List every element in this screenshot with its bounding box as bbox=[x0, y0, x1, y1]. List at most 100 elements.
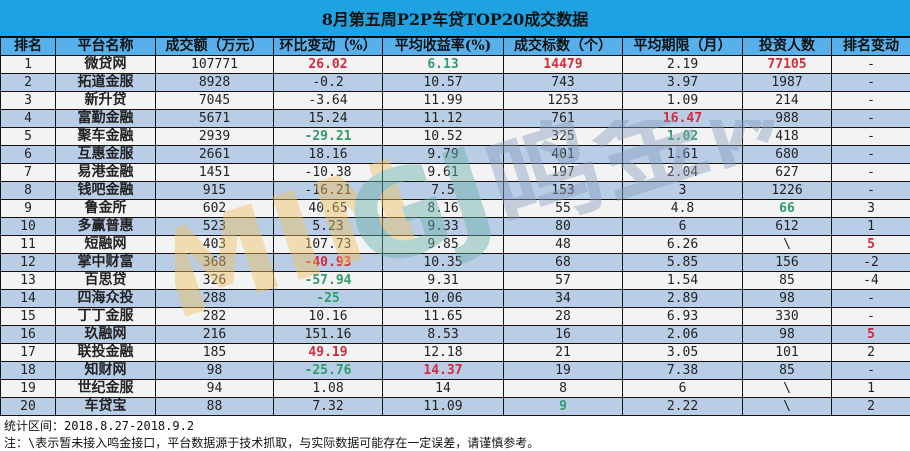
cell-volume: 185 bbox=[155, 343, 274, 362]
cell-avg-yield: 11.99 bbox=[382, 91, 504, 110]
cell-deal-count: 21 bbox=[503, 343, 623, 362]
cell-deal-count: 325 bbox=[503, 127, 623, 146]
table-row: 9 鲁金所 602 40.65 8.16 55 4.8 66 3 bbox=[0, 199, 910, 218]
cell-change-pct: 10.16 bbox=[273, 307, 383, 326]
cell-rank: 20 bbox=[0, 397, 56, 416]
cell-avg-yield: 9.79 bbox=[382, 145, 504, 164]
cell-deal-count: 9 bbox=[503, 397, 623, 416]
cell-rank: 6 bbox=[0, 145, 56, 164]
cell-avg-term: 16.47 bbox=[622, 109, 743, 128]
cell-deal-count: 16 bbox=[503, 325, 623, 344]
cell-volume: 98 bbox=[155, 361, 274, 380]
table-row: 1 微贷网 107771 26.02 6.13 14479 2.19 77105- bbox=[0, 55, 910, 74]
cell-change-pct: 15.24 bbox=[273, 109, 383, 128]
cell-avg-yield: 6.13 bbox=[382, 55, 504, 74]
cell-rank-change: - bbox=[831, 91, 910, 110]
cell-platform-name: 新升贷 bbox=[55, 91, 156, 110]
table-row: 15 丁丁金服 282 10.16 11.65 28 6.93 330- bbox=[0, 307, 910, 326]
table-title: 8月第五周P2P车贷TOP20成交数据 bbox=[0, 0, 910, 37]
cell-platform-name: 短融网 bbox=[55, 235, 156, 254]
cell-volume: 523 bbox=[155, 217, 274, 236]
cell-investor-count: 101 bbox=[742, 343, 832, 362]
cell-avg-term: 4.8 bbox=[622, 199, 743, 218]
cell-rank-change: - bbox=[831, 73, 910, 92]
cell-change-pct: -29.21 bbox=[273, 127, 383, 146]
cell-investor-count: \ bbox=[742, 397, 832, 416]
cell-rank-change: - bbox=[831, 361, 910, 380]
cell-rank: 2 bbox=[0, 73, 56, 92]
cell-investor-count: 418 bbox=[742, 127, 832, 146]
cell-rank: 13 bbox=[0, 271, 56, 290]
cell-volume: 288 bbox=[155, 289, 274, 308]
cell-platform-name: 联投金融 bbox=[55, 343, 156, 362]
cell-avg-term: 2.04 bbox=[622, 163, 743, 182]
cell-platform-name: 丁丁金服 bbox=[55, 307, 156, 326]
cell-investor-count: 330 bbox=[742, 307, 832, 326]
cell-rank: 15 bbox=[0, 307, 56, 326]
cell-change-pct: -57.94 bbox=[273, 271, 383, 290]
cell-avg-term: 6.26 bbox=[622, 235, 743, 254]
cell-avg-yield: 14 bbox=[382, 379, 504, 398]
table-row: 12 掌中财富 368 -40.93 10.35 68 5.85 156 -2 bbox=[0, 253, 910, 272]
cell-rank-change: - bbox=[831, 55, 910, 74]
cell-deal-count: 57 bbox=[503, 271, 623, 290]
cell-change-pct: 5.23 bbox=[273, 217, 383, 236]
cell-investor-count: 98 bbox=[742, 325, 832, 344]
cell-platform-name: 拓道金服 bbox=[55, 73, 156, 92]
cell-volume: 88 bbox=[155, 397, 274, 416]
cell-platform-name: 鲁金所 bbox=[55, 199, 156, 218]
cell-volume: 216 bbox=[155, 325, 274, 344]
cell-change-pct: -16.21 bbox=[273, 181, 383, 200]
cell-rank-change: - bbox=[831, 163, 910, 182]
cell-volume: 326 bbox=[155, 271, 274, 290]
cell-investor-count: 156 bbox=[742, 253, 832, 272]
table-row: 7 易港金融 1451 -10.38 9.61 197 2.04 627- bbox=[0, 163, 910, 182]
cell-deal-count: 197 bbox=[503, 163, 623, 182]
cell-investor-count: 1226 bbox=[742, 181, 832, 200]
cell-change-pct: -25.76 bbox=[273, 361, 383, 380]
cell-change-pct: 18.16 bbox=[273, 145, 383, 164]
table-row: 4 富勤金融 5671 15.24 11.12 761 16.47 988- bbox=[0, 109, 910, 128]
table-row: 11 短融网 403 107.73 9.85 48 6.26 \ 5 bbox=[0, 235, 910, 254]
cell-avg-yield: 9.33 bbox=[382, 217, 504, 236]
cell-rank-change: 5 bbox=[831, 235, 910, 254]
cell-rank: 19 bbox=[0, 379, 56, 398]
cell-avg-yield: 10.35 bbox=[382, 253, 504, 272]
cell-volume: 282 bbox=[155, 307, 274, 326]
cell-rank: 12 bbox=[0, 253, 56, 272]
cell-platform-name: 聚车金融 bbox=[55, 127, 156, 146]
cell-rank: 3 bbox=[0, 91, 56, 110]
cell-deal-count: 19 bbox=[503, 361, 623, 380]
cell-rank: 1 bbox=[0, 55, 56, 74]
cell-platform-name: 互惠金服 bbox=[55, 145, 156, 164]
cell-platform-name: 掌中财富 bbox=[55, 253, 156, 272]
data-table: 排名 平台名称 成交额（万元） 环比变动（%） 平均收益率(%) 成交标数（个） 平均期限（… bbox=[0, 37, 910, 416]
cell-platform-name: 世纪金服 bbox=[55, 379, 156, 398]
cell-volume: 94 bbox=[155, 379, 274, 398]
cell-volume: 5671 bbox=[155, 109, 274, 128]
cell-change-pct: 151.16 bbox=[273, 325, 383, 344]
stat-period: 统计区间：2018.8.27-2018.9.2 bbox=[4, 419, 195, 433]
cell-change-pct: -40.93 bbox=[273, 253, 383, 272]
cell-volume: 107771 bbox=[155, 55, 274, 74]
cell-platform-name: 微贷网 bbox=[55, 55, 156, 74]
cell-investor-count: 77105 bbox=[742, 55, 832, 74]
cell-deal-count: 28 bbox=[503, 307, 623, 326]
cell-investor-count: 988 bbox=[742, 109, 832, 128]
column-header-rank-change: 排名变动 bbox=[831, 37, 910, 56]
cell-platform-name: 易港金融 bbox=[55, 163, 156, 182]
cell-avg-yield: 7.5 bbox=[382, 181, 504, 200]
cell-investor-count: 680 bbox=[742, 145, 832, 164]
cell-deal-count: 743 bbox=[503, 73, 623, 92]
table-row: 13 百思贷 326 -57.94 9.31 57 1.54 85 -4 bbox=[0, 271, 910, 290]
cell-investor-count: 1987 bbox=[742, 73, 832, 92]
cell-rank-change: 3 bbox=[831, 199, 910, 218]
cell-investor-count: 214 bbox=[742, 91, 832, 110]
cell-avg-yield: 14.37 bbox=[382, 361, 504, 380]
column-header-volume: 成交额（万元） bbox=[155, 37, 274, 56]
table-row: 16 玖融网 216 151.16 8.53 16 2.06 98 5 bbox=[0, 325, 910, 344]
cell-avg-term: 6 bbox=[622, 379, 743, 398]
cell-deal-count: 34 bbox=[503, 289, 623, 308]
cell-avg-term: 2.89 bbox=[622, 289, 743, 308]
cell-volume: 915 bbox=[155, 181, 274, 200]
